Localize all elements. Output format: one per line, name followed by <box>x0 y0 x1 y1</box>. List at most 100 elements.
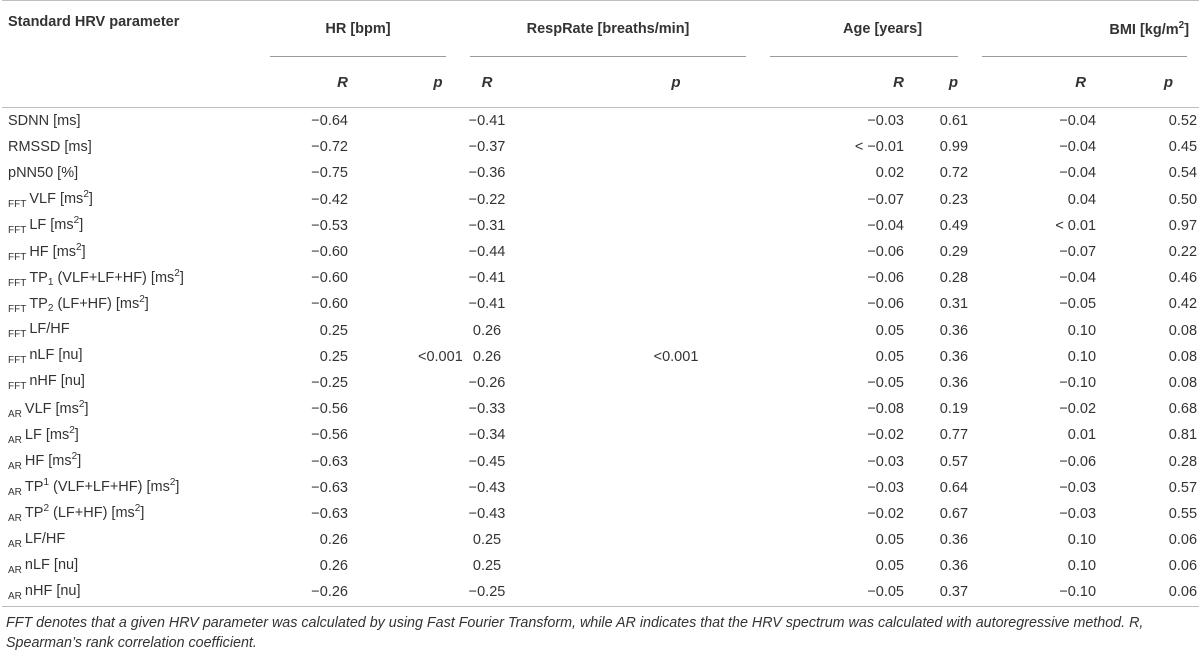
hr-r-cell: −0.60 <box>311 270 348 287</box>
hr-r-cell: −0.60 <box>311 296 348 313</box>
bmi-p-cell: 0.46 <box>1168 270 1198 287</box>
bmi-r-cell: −0.03 <box>1059 505 1097 522</box>
age-p-cell: 0.99 <box>939 139 969 156</box>
age-p-cell: 0.28 <box>939 270 969 287</box>
table-footnote: FFT denotes that a given HRV parameter w… <box>6 614 1144 651</box>
hr-p-cell <box>358 579 458 607</box>
unit-tail: ] <box>74 426 79 443</box>
age-p-cell: 0.49 <box>939 217 969 234</box>
table-row: FFT LF [ms2] −0.53 −0.31 −0.04 0.49 < 0.01 0.97 <box>2 213 1199 239</box>
age-r-header: R <box>758 57 915 108</box>
resp-r-cell: −0.26 <box>468 374 506 391</box>
table-row: FFT VLF [ms2] −0.42 −0.22 −0.07 0.23 0.04 0.50 <box>2 187 1199 213</box>
method-prefix: FFT <box>8 199 27 211</box>
bmi-r-cell: 0.10 <box>1067 348 1097 365</box>
age-r-cell: 0.05 <box>875 348 905 365</box>
resp-p-cell <box>608 213 758 239</box>
method-prefix: FFT <box>8 225 27 237</box>
method-prefix: FFT <box>8 303 27 315</box>
param-name: nLF [nu] <box>29 347 83 364</box>
unit-exponent: 2 <box>76 241 82 253</box>
method-prefix: AR <box>8 538 22 550</box>
param-name: HF [ms <box>24 453 72 470</box>
hr-r-cell: −0.25 <box>311 374 348 391</box>
bmi-p-cell: 0.54 <box>1168 165 1198 182</box>
param-name-rest: (VLF+LF+HF) [ms <box>53 269 175 286</box>
resp-r-cell: −0.22 <box>468 191 506 208</box>
param-name: RMSSD [ms] <box>8 139 92 156</box>
age-p-cell: 0.37 <box>914 579 971 607</box>
method-prefix: FFT <box>8 251 27 263</box>
age-p-cell: 0.36 <box>939 374 969 391</box>
param-name: VLF [ms <box>24 400 79 417</box>
param-index: 2 <box>47 302 54 314</box>
age-r-cell: −0.06 <box>867 296 905 313</box>
age-r-cell: −0.02 <box>867 505 905 522</box>
hr-r-cell: −0.75 <box>311 165 348 182</box>
unit-exponent: 2 <box>139 293 145 305</box>
unit-exponent: 2 <box>83 189 89 201</box>
param-name: nHF [nu] <box>29 373 85 390</box>
bmi-p-cell: 0.06 <box>1168 532 1198 549</box>
param-name-cell: AR LF/HF <box>2 527 258 553</box>
hr-p-cell <box>358 370 458 396</box>
unit-exponent: 2 <box>71 451 78 463</box>
resp-p-cell <box>608 265 758 291</box>
bmi-r-cell: −0.04 <box>1059 139 1097 156</box>
param-name-cell: RMSSD [ms] <box>2 134 258 160</box>
age-r-cell: −0.05 <box>758 579 915 607</box>
table-row: FFT nHF [nu] −0.25 −0.26 −0.05 0.36 −0.10 0.08 <box>2 370 1199 396</box>
param-name: LF/HF <box>29 321 70 338</box>
method-prefix: FFT <box>8 329 27 341</box>
param-index: 1 <box>47 276 54 288</box>
param-name: TP <box>24 479 44 496</box>
bmi-p-cell: 0.50 <box>1168 191 1198 208</box>
hr-p-cell <box>358 108 458 135</box>
age-p-cell: 0.64 <box>939 479 969 496</box>
resp-r-cell: −0.34 <box>468 427 506 444</box>
resp-r-cell: −0.43 <box>468 479 506 496</box>
bmi-label-sup: 2 <box>1178 20 1185 31</box>
param-name: HF [ms <box>29 243 77 260</box>
resp-r-cell: 0.26 <box>472 348 502 365</box>
table-row: AR nLF [nu] 0.26 0.25 0.05 0.36 0.10 0.06 <box>2 553 1199 579</box>
method-prefix: AR <box>8 461 22 473</box>
table-row: AR LF/HF 0.26 0.25 0.05 0.36 0.10 0.06 <box>2 527 1199 553</box>
resp-p-cell <box>608 475 758 501</box>
bmi-p-cell: 0.55 <box>1168 505 1198 522</box>
bmi-p-cell: 0.22 <box>1168 244 1198 261</box>
method-prefix: AR <box>8 564 22 576</box>
resp-p-cell <box>608 396 758 422</box>
table-row: AR VLF [ms2] −0.56 −0.33 −0.08 0.19 −0.02 0.68 <box>2 396 1199 422</box>
resp-p-cell <box>608 370 758 396</box>
unit-exponent: 2 <box>78 398 85 410</box>
table-row: AR HF [ms2] −0.63 −0.45 −0.03 0.57 −0.06 0.28 <box>2 448 1199 474</box>
table-row: AR LF [ms2] −0.56 −0.34 −0.02 0.77 0.01 0.81 <box>2 422 1199 448</box>
hr-r-cell: 0.25 <box>319 322 348 339</box>
bmi-r-cell: 0.10 <box>1067 532 1097 549</box>
param-name: TP <box>29 269 48 286</box>
param-name-cell: FFT TP1 (VLF+LF+HF) [ms2] <box>2 265 258 291</box>
age-r-cell: 0.05 <box>875 532 905 549</box>
resp-p-cell <box>608 291 758 317</box>
method-prefix: FFT <box>8 277 27 289</box>
bmi-p-cell: 0.52 <box>1168 113 1198 130</box>
age-p-cell: 0.31 <box>939 296 969 313</box>
resprate-group-header: RespRate [breaths/min] <box>458 0 759 57</box>
param-name-cell: AR LF [ms2] <box>2 422 258 448</box>
unit-exponent: 2 <box>169 477 176 489</box>
table-row: FFT LF/HF 0.25 0.26 0.05 0.36 0.10 0.08 <box>2 318 1199 344</box>
hr-p-cell <box>358 213 458 239</box>
bmi-r-cell: < 0.01 <box>1055 217 1097 234</box>
bmi-p-cell: 0.97 <box>1168 217 1198 234</box>
table-row: AR nHF [nu] −0.26 −0.25 −0.05 0.37 −0.10 0.06 <box>2 579 1200 607</box>
table-row: AR TP2 (LF+HF) [ms2] −0.63 −0.43 −0.02 0.67 −0… <box>2 501 1199 527</box>
param-column-header: Standard HRV parameter <box>2 0 258 57</box>
age-r-cell: < −0.01 <box>854 139 905 156</box>
unit-tail: ] <box>179 269 184 286</box>
age-r-cell: −0.05 <box>867 374 905 391</box>
table-row: FFT TP2 (LF+HF) [ms2] −0.60 −0.41 −0.06 0.31−… <box>2 291 1199 317</box>
param-name-cell: SDNN [ms] <box>2 108 258 135</box>
bmi-r-cell: −0.10 <box>970 579 1141 607</box>
unit-exponent: 2 <box>174 267 180 279</box>
